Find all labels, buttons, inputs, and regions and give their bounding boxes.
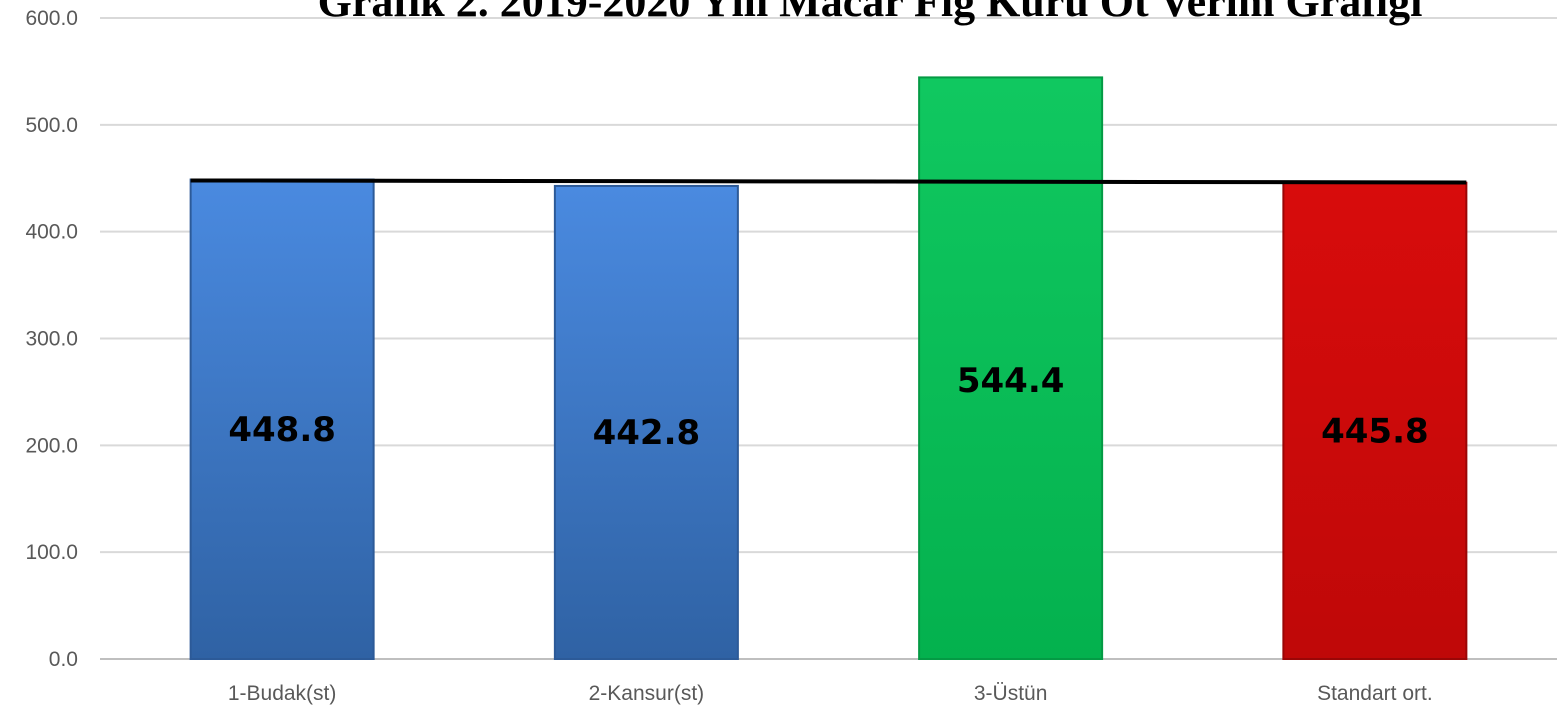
data-labels: 448.8 442.8 544.4 445.8	[228, 361, 1428, 453]
x-category-label: 2-Kansur(st)	[589, 682, 705, 705]
y-tick-label: 500.0	[25, 114, 78, 137]
x-category-label: 1-Budak(st)	[228, 682, 337, 705]
reference-line-group	[190, 178, 1467, 185]
y-tick-label: 300.0	[25, 328, 78, 351]
chart-title: Grafik 2. 2019-2020 Yılı Macar Fiğ Kuru …	[318, 0, 1423, 26]
x-category-label: Standart ort.	[1317, 682, 1433, 705]
bar	[189, 178, 375, 660]
bar	[553, 184, 739, 661]
x-category-label: 3-Üstün	[974, 682, 1048, 705]
data-label: 544.4	[957, 361, 1065, 401]
y-tick-label: 100.0	[25, 541, 78, 564]
reference-line	[190, 178, 1467, 185]
y-tick-label: 400.0	[25, 221, 78, 244]
y-axis-ticks: 0.0 100.0 200.0 300.0 400.0 500.0 600.0	[25, 7, 78, 671]
data-label: 445.8	[1321, 411, 1429, 451]
y-tick-label: 0.0	[49, 648, 78, 671]
data-label: 448.8	[228, 410, 336, 450]
bars	[189, 76, 1468, 661]
y-tick-label: 200.0	[25, 434, 78, 457]
x-axis-categories: 1-Budak(st) 2-Kansur(st) 3-Üstün Standart o…	[228, 682, 1433, 705]
bar	[1282, 181, 1468, 660]
bar	[918, 76, 1104, 660]
data-label: 442.8	[593, 413, 701, 453]
y-tick-label: 600.0	[25, 7, 78, 30]
